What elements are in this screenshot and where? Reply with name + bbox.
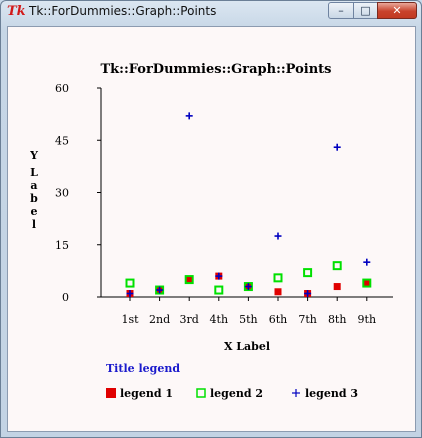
data-point-series-2 xyxy=(303,268,313,278)
x-tick-label: 2nd xyxy=(149,313,170,326)
y-axis-label-char: l xyxy=(32,218,36,231)
y-axis-label-char: L xyxy=(30,166,38,179)
window-title: Tk::ForDummies::Graph::Points xyxy=(29,4,217,18)
y-tick-label: 45 xyxy=(55,134,69,147)
chart-legend: legend 1 legend 2 legend 3 xyxy=(106,387,358,400)
legend-label: legend 3 xyxy=(305,387,358,400)
x-axis-ticks: 1st 2nd 3rd 4th 5th 6th 7th 8th 9th xyxy=(121,297,376,326)
x-tick-label: 7th xyxy=(298,313,317,326)
tk-app-icon: Tk xyxy=(7,4,26,19)
y-tick-label: 30 xyxy=(55,187,69,200)
data-point-series-2 xyxy=(184,275,194,285)
data-point-series-3 xyxy=(244,283,252,291)
x-tick-label: 6th xyxy=(269,313,288,326)
y-axis-ticks: 0 15 30 45 60 xyxy=(55,82,101,304)
y-axis-label-char: b xyxy=(30,192,38,205)
data-point-series-2 xyxy=(125,278,135,288)
legend-item-2: legend 2 xyxy=(196,387,263,400)
x-tick-label: 1st xyxy=(121,313,139,326)
legend-label: legend 1 xyxy=(120,387,173,400)
data-point-series-3 xyxy=(333,143,341,151)
data-point-series-1 xyxy=(333,283,341,291)
x-tick-label: 5th xyxy=(239,313,258,326)
legend-label: legend 2 xyxy=(210,387,263,400)
chart-title: Tk::ForDummies::Graph::Points xyxy=(100,62,331,77)
legend-item-3: legend 3 xyxy=(292,387,358,400)
data-point-series-1 xyxy=(274,288,282,296)
y-tick-label: 0 xyxy=(62,291,69,304)
data-point-series-2 xyxy=(332,261,342,271)
maximize-button[interactable]: □ xyxy=(353,2,378,19)
title-bar[interactable]: Tk Tk::ForDummies::Graph::Points – □ ✕ xyxy=(1,1,421,25)
legend-swatch xyxy=(106,388,116,398)
minimize-button[interactable]: – xyxy=(328,2,354,19)
data-point-series-2 xyxy=(273,273,283,283)
x-tick-label: 9th xyxy=(358,313,377,326)
data-point-series-2 xyxy=(214,285,224,295)
data-point-series-3 xyxy=(274,232,282,240)
data-point-series-2 xyxy=(362,278,372,288)
data-points xyxy=(125,112,372,298)
y-tick-label: 60 xyxy=(55,82,69,95)
data-point-series-3 xyxy=(126,290,134,298)
close-button[interactable]: ✕ xyxy=(377,2,417,19)
data-point-series-1 xyxy=(185,276,193,284)
x-tick-label: 4th xyxy=(210,313,229,326)
data-point-series-3 xyxy=(185,112,193,120)
x-tick-label: 3rd xyxy=(180,313,199,326)
legend-swatch xyxy=(196,388,206,398)
legend-item-1: legend 1 xyxy=(106,387,173,400)
data-point-series-3 xyxy=(215,272,223,280)
legend-title: Title legend xyxy=(106,362,180,375)
data-point-series-1 xyxy=(363,279,371,287)
x-axis-label: X Label xyxy=(224,340,270,353)
data-point-series-3 xyxy=(156,286,164,294)
data-point-series-3 xyxy=(304,290,312,298)
x-tick-label: 8th xyxy=(328,313,347,326)
y-axis-label-char: e xyxy=(31,205,38,218)
points-chart: Tk::ForDummies::Graph::Points X Label YL… xyxy=(29,62,393,400)
y-tick-label: 15 xyxy=(55,239,69,252)
y-axis-label-char: Y xyxy=(29,149,38,162)
data-point-series-3 xyxy=(363,258,371,266)
y-axis-label-char: a xyxy=(30,179,37,192)
